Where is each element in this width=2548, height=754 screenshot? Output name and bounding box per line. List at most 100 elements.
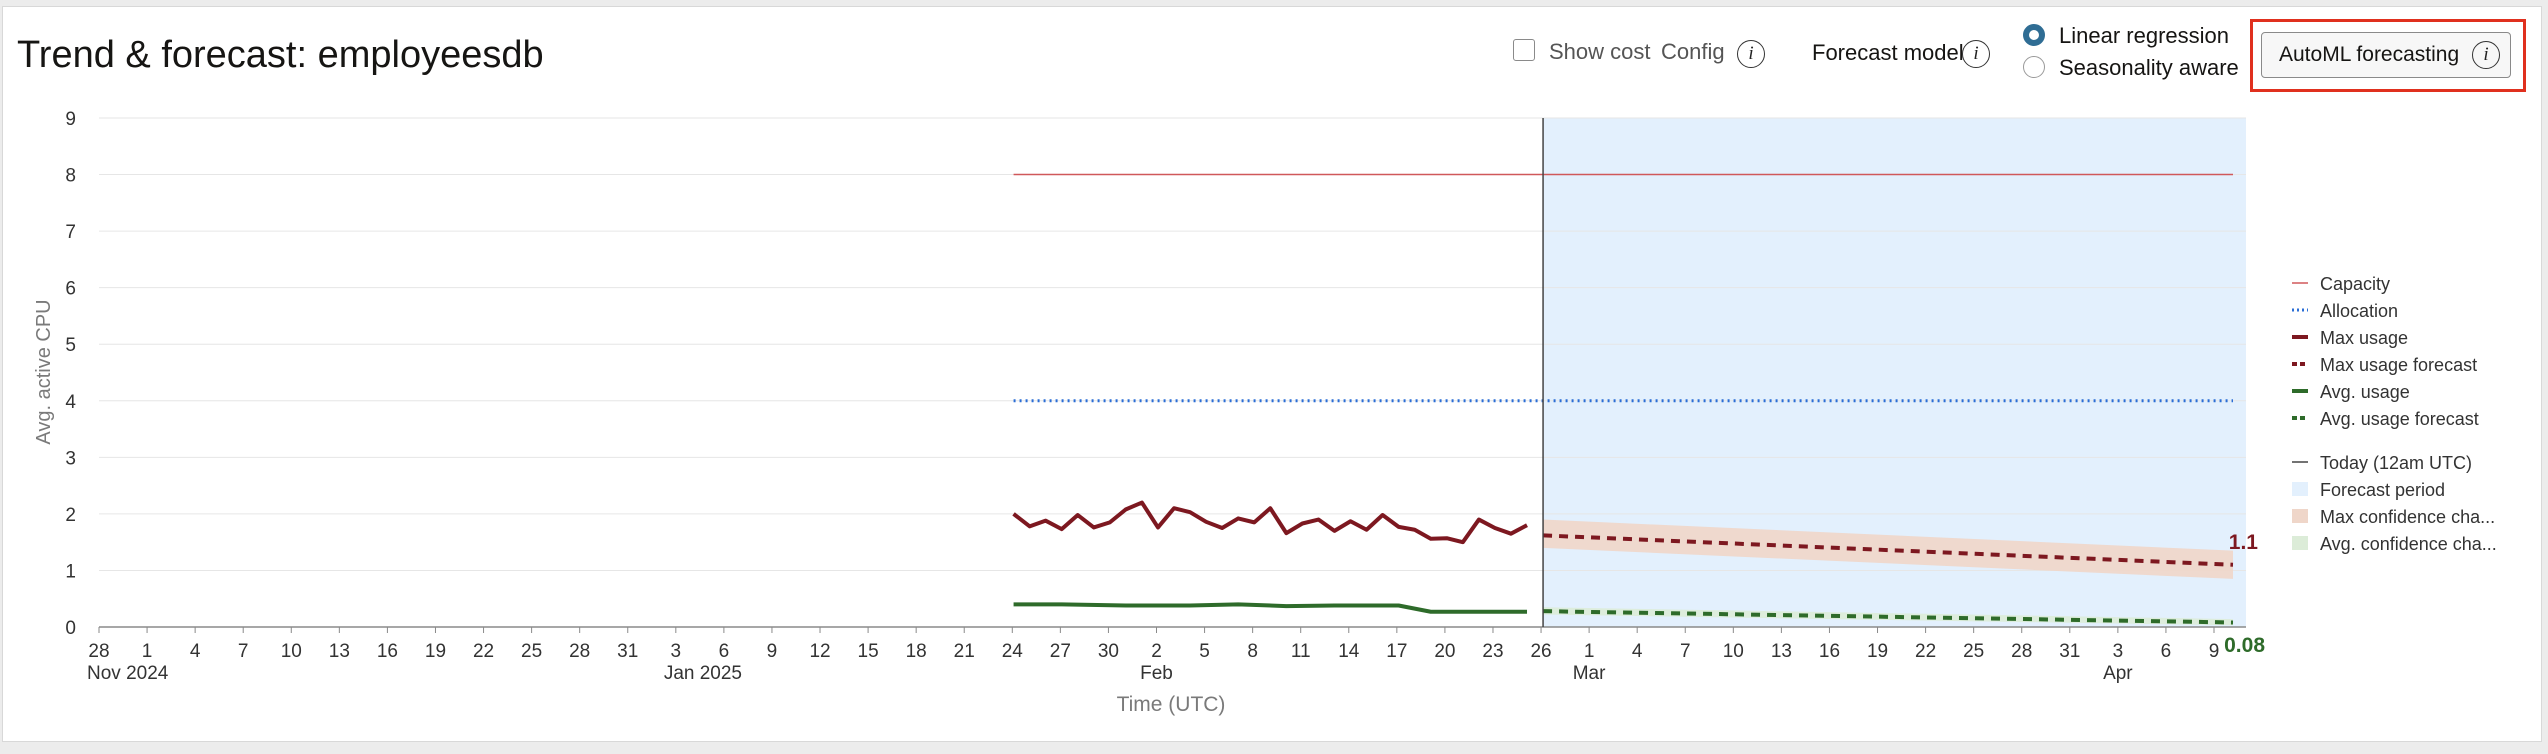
x-tick-label: 13 [1771,641,1792,662]
x-tick-label: 22 [473,641,494,662]
x-tick-label: 7 [238,641,249,662]
y-tick-label: 8 [65,166,76,187]
end-label-avg: 0.08 [2224,634,2265,657]
series-max-usage [1012,500,1528,545]
series-max-usage-forecast [1542,533,2234,567]
x-tick-label: 2 [1151,641,1162,662]
legend-swatch [2292,482,2308,496]
legend-label: Avg. usage [2320,382,2410,402]
y-tick-label: 6 [65,279,76,300]
series-avg-usage-forecast [1543,609,2234,625]
x-tick-label: 16 [377,641,398,662]
legend-label: Allocation [2320,301,2398,321]
end-label-max: 1.1 [2229,531,2259,554]
automl-info-icon[interactable]: i [2472,41,2500,69]
x-tick-label: 11 [1291,641,1311,662]
x-tick-label: 9 [2209,641,2220,662]
y-tick-label: 0 [65,618,76,639]
chart-legend: Capacity Allocation Max usage Max usage for… [2292,274,2497,554]
legend-label: Capacity [2320,274,2390,294]
legend-label: Today (12am UTC) [2320,453,2472,473]
radio-seasonality-aware-label[interactable]: Seasonality aware [2059,55,2239,80]
x-group-label: Apr [2103,663,2133,684]
legend-label: Forecast period [2320,480,2445,500]
show-cost-label[interactable]: Show cost [1549,39,1651,64]
config-label[interactable]: Config [1661,39,1725,64]
x-tick-label: 25 [521,641,542,662]
automl-highlight-box [2250,19,2526,92]
x-tick-label: 21 [954,641,975,662]
y-tick-label: 7 [65,222,76,243]
legend-label: Avg. usage forecast [2320,409,2479,429]
x-tick-label: 10 [281,641,302,662]
y-tick-label: 4 [65,392,76,413]
x-tick-label: 10 [1723,641,1744,662]
x-tick-label: 6 [719,641,730,662]
x-tick-label: 28 [88,641,109,662]
x-axis-label: Time (UTC) [1117,693,1226,716]
x-tick-label: 4 [190,641,201,662]
x-tick-label: 23 [1482,641,1503,662]
x-tick-label: 19 [1867,641,1888,662]
automl-forecasting-button[interactable]: AutoML forecasting i [2261,32,2511,78]
x-tick-label: 31 [2059,641,2080,662]
confidence-band [1543,519,2233,579]
forecast-model-info-icon[interactable]: i [1962,40,1990,68]
x-tick-label: 28 [2011,641,2032,662]
x-tick-label: 31 [617,641,638,662]
page-title: Trend & forecast: employeesdb [17,34,544,76]
x-tick-label: 30 [1098,641,1119,662]
x-tick-label: 9 [767,641,778,662]
x-tick-label: 28 [569,641,590,662]
x-tick-label: 1 [1584,641,1595,662]
x-tick-label: 18 [906,641,927,662]
chart-series [1012,173,2234,625]
legend-swatch [2292,509,2308,523]
legend-label: Max usage forecast [2320,355,2477,375]
x-tick-label: 8 [1247,641,1258,662]
x-group-label: Jan 2025 [664,663,742,684]
x-group-label: Feb [1140,663,1173,684]
x-tick-label: 17 [1386,641,1407,662]
x-tick-label: 19 [425,641,446,662]
forecast-model-label: Forecast model [1812,40,1964,65]
config-info-icon[interactable]: i [1737,40,1765,68]
x-tick-label: 7 [1680,641,1691,662]
radio-linear-regression-label[interactable]: Linear regression [2059,23,2229,48]
legend-swatch [2292,536,2308,550]
series-avg-usage [1013,602,1528,614]
y-tick-label: 9 [65,109,76,130]
x-tick-label: 3 [671,641,682,662]
x-tick-label: 3 [2113,641,2124,662]
x-tick-label: 26 [1530,641,1551,662]
legend-label: Avg. confidence cha... [2320,534,2497,554]
x-tick-label: 15 [858,641,879,662]
y-tick-label: 3 [65,448,76,469]
radio-linear-regression[interactable] [2023,24,2045,46]
y-tick-label: 2 [65,505,76,526]
legend-label: Max confidence cha... [2320,507,2495,527]
x-tick-label: 5 [1199,641,1210,662]
show-cost-checkbox[interactable] [1513,39,1535,61]
y-tick-label: 1 [65,561,76,582]
y-tick-label: 5 [65,335,76,356]
x-group-label: Mar [1573,663,1606,684]
x-tick-label: 24 [1002,641,1024,662]
x-tick-label: 6 [2161,641,2172,662]
x-tick-label: 12 [809,641,830,662]
legend-label: Max usage [2320,328,2408,348]
x-tick-label: 20 [1434,641,1455,662]
x-tick-label: 25 [1963,641,1984,662]
x-tick-label: 4 [1632,641,1643,662]
radio-seasonality-aware[interactable] [2023,56,2045,78]
x-tick-label: 13 [329,641,350,662]
x-tick-label: 14 [1338,641,1360,662]
x-group-label: Nov 2024 [87,663,169,684]
x-tick-label: 16 [1819,641,1840,662]
x-tick-label: 22 [1915,641,1936,662]
end-labels: 1.1 0.08 [2224,531,2265,657]
x-tick-label: 27 [1050,641,1071,662]
y-axis-label: Avg. active CPU [33,299,55,444]
